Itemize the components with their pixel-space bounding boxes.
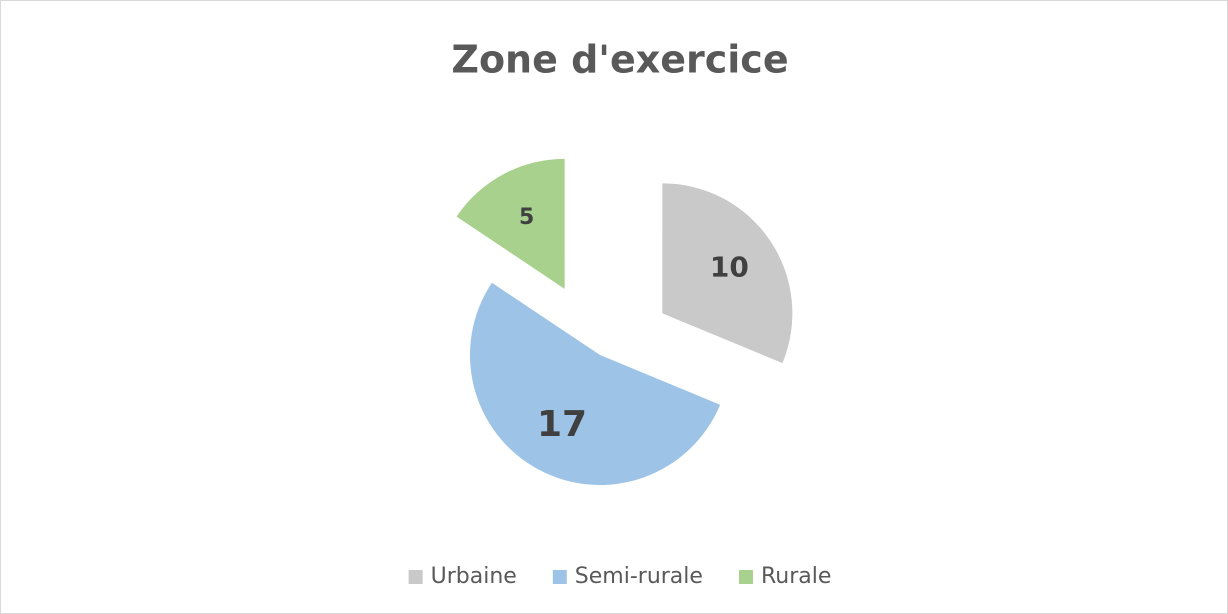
- legend-swatch: [738, 570, 753, 584]
- chart-title: Zone d'exercice: [451, 38, 788, 82]
- legend-swatch: [552, 570, 567, 584]
- legend-swatch: [408, 570, 423, 584]
- data-label: 10: [710, 251, 749, 284]
- pie-slice: [469, 282, 721, 486]
- data-label: 17: [537, 404, 587, 445]
- legend-label: Semi-rurale: [575, 564, 703, 589]
- pie-slice: [662, 183, 793, 364]
- legend-label: Rurale: [761, 564, 831, 589]
- data-label: 5: [519, 205, 534, 230]
- pie-slice: [456, 158, 565, 289]
- legend-label: Urbaine: [431, 564, 517, 589]
